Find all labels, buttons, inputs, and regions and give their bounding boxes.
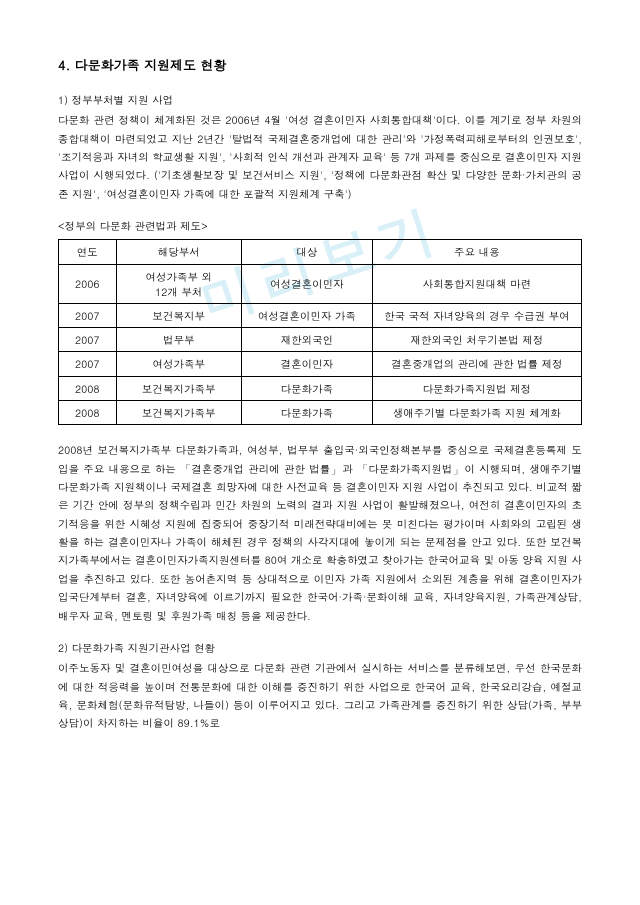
table-cell: 여성가족부 [116,352,242,376]
table-cell: 다문화가족 [242,376,373,400]
table-cell: 2008 [59,400,117,424]
table-cell: 다문화가족지원법 제정 [372,376,581,400]
table-cell: 법무부 [116,328,242,352]
table-cell: 한국 국적 자녀양육의 경우 수급권 부여 [372,304,581,328]
table-row: 2007보건복지부여성결혼이민자 가족한국 국적 자녀양육의 경우 수급권 부여 [59,304,582,328]
subsection-1-body: 다문화 관련 정책이 체계화된 것은 2006년 4월 '여성 결혼이민자 사회… [58,111,582,203]
th-body: 주요 내용 [372,240,581,264]
table-cell: 2006 [59,264,117,303]
table-cell: 사회통합지원대책 마련 [372,264,581,303]
table-cell: 재한외국인 [242,328,373,352]
th-dept: 해당부서 [116,240,242,264]
subsection-1-title: 1) 정부부처별 지원 사업 [58,91,582,109]
th-year: 연도 [59,240,117,264]
table-cell: 보건복지가족부 [116,400,242,424]
table-cell: 여성결혼이민자 가족 [242,304,373,328]
table-cell: 2007 [59,328,117,352]
policy-table: 연도 해당부서 대상 주요 내용 2006여성가족부 외 12개 부처여성결혼이… [58,239,582,425]
table-cell: 2007 [59,304,117,328]
table-cell: 2008 [59,376,117,400]
table-cell: 보건복지부 [116,304,242,328]
table-caption: <정부의 다문화 관련법과 제도> [58,217,582,235]
table-cell: 보건복지가족부 [116,376,242,400]
section-heading: 4. 다문화가족 지원제도 현황 [58,54,582,77]
para-2: 2008년 보건복지가족부 다문화가족과, 여성부, 법무부 출입국·외국인정책… [58,441,582,625]
table-cell: 2007 [59,352,117,376]
subsection-2-title: 2) 다문화가족 지원기관사업 현황 [58,639,582,657]
table-cell: 재한외국인 처우기본법 제정 [372,328,581,352]
table-cell: 결혼중개업의 관리에 관한 법률 제정 [372,352,581,376]
table-row: 2008보건복지가족부다문화가족생애주기별 다문화가족 지원 체계화 [59,400,582,424]
page-content: 4. 다문화가족 지원제도 현황 1) 정부부처별 지원 사업 다문화 관련 정… [58,54,582,733]
table-cell: 결혼이민자 [242,352,373,376]
table-cell: 여성가족부 외 12개 부처 [116,264,242,303]
table-header-row: 연도 해당부서 대상 주요 내용 [59,240,582,264]
table-cell: 여성결혼이민자 [242,264,373,303]
table-cell: 생애주기별 다문화가족 지원 체계화 [372,400,581,424]
table-body: 2006여성가족부 외 12개 부처여성결혼이민자사회통합지원대책 마련2007… [59,264,582,425]
subsection-2-body: 이주노동자 및 결혼이민여성을 대상으로 다문화 관련 기관에서 실시하는 서비… [58,659,582,733]
table-row: 2007여성가족부결혼이민자결혼중개업의 관리에 관한 법률 제정 [59,352,582,376]
table-row: 2008보건복지가족부다문화가족다문화가족지원법 제정 [59,376,582,400]
table-cell: 다문화가족 [242,400,373,424]
table-row: 2006여성가족부 외 12개 부처여성결혼이민자사회통합지원대책 마련 [59,264,582,303]
table-row: 2007법무부재한외국인재한외국인 처우기본법 제정 [59,328,582,352]
th-target: 대상 [242,240,373,264]
